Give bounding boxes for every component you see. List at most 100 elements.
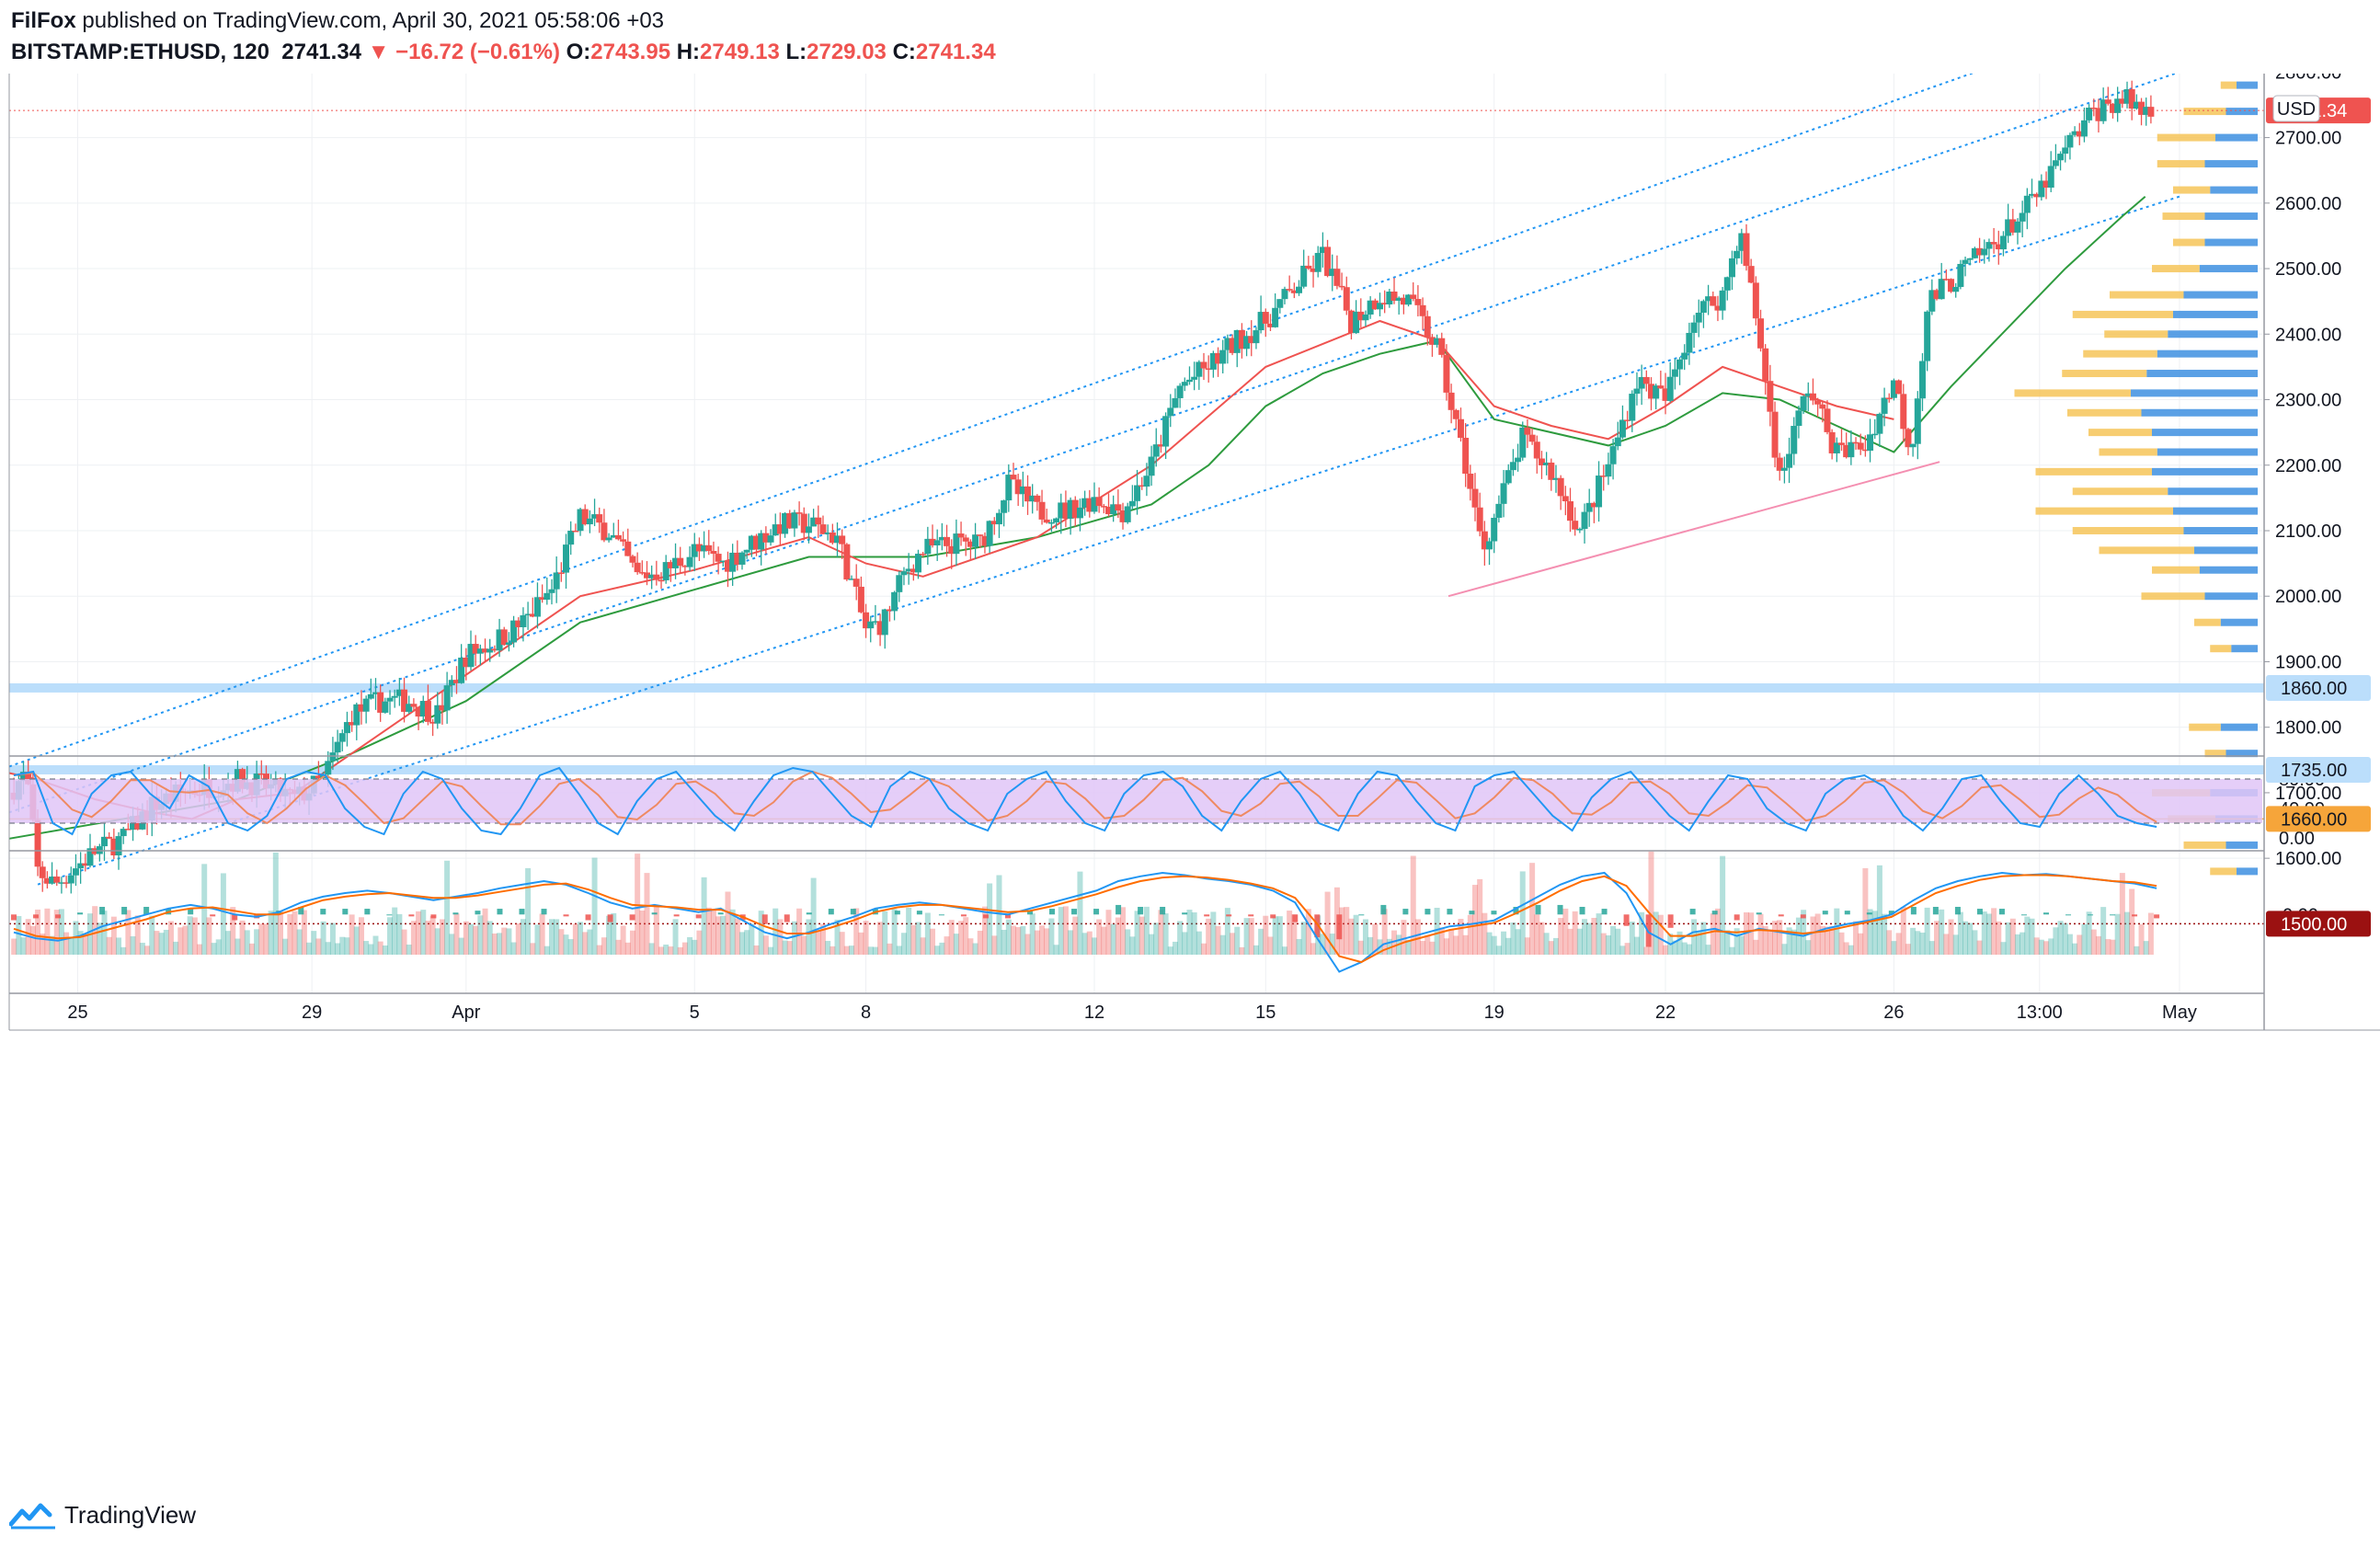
- volume-bar: [1320, 934, 1326, 955]
- macd-histogram-bar: [1711, 911, 1718, 915]
- candle-body: [2033, 193, 2041, 198]
- candle-body: [520, 615, 527, 627]
- volume-profile-up-bar: [2141, 592, 2205, 601]
- publisher-name[interactable]: FilFox: [11, 8, 76, 33]
- volume-bar: [1519, 871, 1526, 955]
- price-tick-label: 2300.00: [2275, 391, 2341, 411]
- candle-body: [1410, 294, 1417, 300]
- volume-bar: [296, 929, 303, 955]
- candle-body: [1686, 332, 1693, 353]
- volume-bar: [1201, 943, 1207, 955]
- tradingview-logo-icon[interactable]: [9, 1500, 57, 1530]
- volume-profile-up-bar: [2183, 108, 2226, 116]
- candle-body: [1848, 441, 1855, 458]
- volume-profile-up-bar: [2157, 133, 2215, 142]
- volume-bar: [1524, 937, 1530, 955]
- candle-body: [591, 514, 599, 519]
- price-axis[interactable]: 1600.00 1700.00 1800.00 1900.00 2000.00 2100.…: [2264, 74, 2341, 925]
- candle-body: [1486, 541, 1493, 550]
- volume-bar: [663, 944, 669, 955]
- candle-body: [443, 685, 451, 711]
- volume-bar: [1101, 926, 1107, 955]
- candle-body: [557, 572, 565, 574]
- chart-area[interactable]: 1600.00 1700.00 1800.00 1900.00 2000.00 2100.…: [0, 74, 2380, 1490]
- candle-body: [1224, 338, 1231, 350]
- volume-bar: [791, 921, 797, 955]
- volume-bar: [696, 930, 703, 955]
- candle-body: [377, 692, 384, 713]
- stochastic-panel: [9, 766, 2262, 836]
- candle-body: [343, 722, 350, 734]
- macd-histogram-bar: [1756, 912, 1762, 915]
- candle-body: [852, 579, 860, 587]
- volume-bar: [934, 945, 941, 955]
- macd-histogram-bar: [717, 912, 724, 915]
- volume-bar: [567, 939, 574, 955]
- candle-body: [1081, 498, 1089, 508]
- low-label: L:: [785, 40, 807, 64]
- macd-histogram-bar: [232, 914, 238, 921]
- candle-body: [1852, 441, 1859, 444]
- volume-bar: [2024, 916, 2031, 955]
- volume-bar: [1543, 933, 1550, 955]
- candle-body: [110, 838, 118, 856]
- currency-badge[interactable]: USD: [2272, 95, 2320, 122]
- candle-body: [1600, 476, 1608, 477]
- volume-bar: [1015, 926, 1022, 955]
- macd-histogram-bar: [894, 911, 900, 915]
- open-value: 2743.95: [590, 40, 671, 64]
- candle-body: [681, 566, 689, 567]
- candle-body: [643, 572, 650, 579]
- macd-histogram-bar: [519, 909, 525, 915]
- candle-body: [1576, 529, 1584, 531]
- candle-body: [1681, 352, 1688, 360]
- tradingview-brand[interactable]: TradingView: [64, 1500, 197, 1529]
- stoch-band: [9, 779, 2262, 823]
- volume-bar: [101, 911, 108, 955]
- volume-bar: [1324, 891, 1331, 955]
- candle-body: [1876, 413, 1883, 434]
- candle-body: [715, 554, 722, 562]
- time-axis[interactable]: 25 29 Apr 5 8 12 15 19 22 26 13:00 May: [67, 1003, 2196, 1023]
- symbol-label[interactable]: BITSTAMP:ETHUSD, 120: [11, 40, 269, 64]
- volume-bar: [539, 913, 545, 955]
- candle-body: [1895, 380, 1903, 395]
- candle-body: [738, 552, 746, 565]
- volume-bar: [287, 913, 293, 955]
- candle-body: [995, 512, 1002, 525]
- candle-body: [567, 530, 575, 545]
- volume-bar: [2147, 912, 2154, 955]
- volume-bar: [173, 941, 179, 955]
- candle-body: [1814, 400, 1822, 405]
- volume-bar: [1805, 940, 1812, 955]
- candle-body: [1043, 519, 1050, 523]
- volume-bar: [1263, 915, 1269, 955]
- candle-body: [662, 562, 669, 580]
- volume-bar: [1691, 919, 1698, 955]
- volume-profile-down-bar: [2157, 350, 2258, 358]
- volume-bar: [235, 938, 241, 955]
- candle-body: [2080, 120, 2088, 137]
- volume-profile-up-bar: [2173, 238, 2205, 246]
- volume-bar: [1643, 946, 1650, 955]
- candle-body: [2095, 108, 2102, 121]
- candle-body: [1290, 290, 1298, 293]
- volume-bar: [1976, 940, 1983, 955]
- candle-body: [1995, 244, 2002, 250]
- volume-bar: [1462, 934, 1469, 955]
- candle-body: [1918, 361, 1926, 399]
- volume-bar: [1720, 855, 1726, 955]
- volume-bar: [1353, 914, 1359, 955]
- macd-histogram-bar: [1248, 914, 1254, 917]
- candle-body: [1795, 410, 1802, 427]
- candle-body: [1809, 393, 1816, 401]
- time-tick-label: 12: [1084, 1003, 1104, 1023]
- candle-body: [544, 592, 551, 601]
- volume-bar: [1710, 913, 1716, 955]
- volume-bar: [254, 929, 260, 955]
- candle-body: [1324, 246, 1332, 277]
- candle-body: [1343, 287, 1350, 311]
- volume-bar: [1905, 944, 1911, 955]
- volume-bar: [1548, 941, 1554, 955]
- candle-body: [1100, 506, 1107, 508]
